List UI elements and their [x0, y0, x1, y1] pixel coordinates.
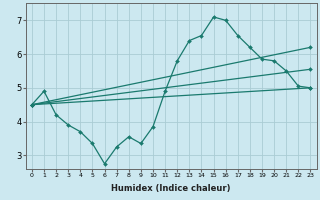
X-axis label: Humidex (Indice chaleur): Humidex (Indice chaleur) [111, 184, 231, 193]
